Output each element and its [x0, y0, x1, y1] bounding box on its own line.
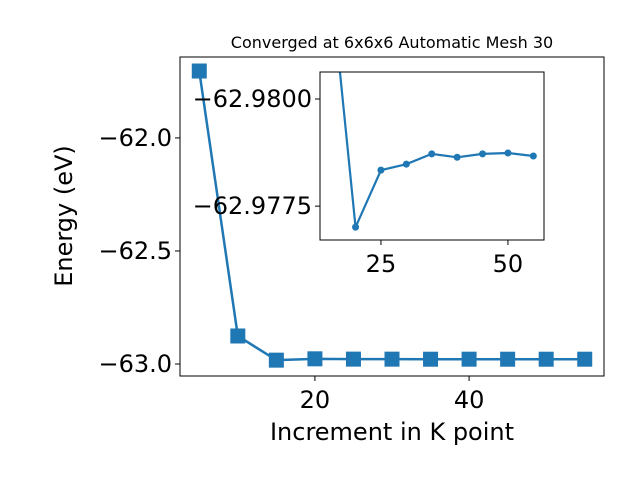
- plot-area: [338, 72, 537, 232]
- data-point: [538, 351, 554, 367]
- axes-frame: [179, 56, 605, 377]
- data-point: [307, 351, 323, 367]
- data-point: [191, 63, 207, 79]
- x-tick-label: 20: [300, 386, 331, 414]
- data-point: [529, 152, 537, 160]
- data-point: [479, 150, 487, 158]
- data-point: [577, 351, 593, 367]
- y-tick-label: −62.5: [98, 237, 172, 265]
- data-point: [453, 153, 461, 161]
- data-point: [402, 160, 410, 168]
- data-point: [500, 351, 516, 367]
- data-point: [504, 149, 512, 157]
- data-point: [345, 351, 361, 367]
- data-point: [352, 223, 360, 231]
- y-tick-label: −62.9800: [193, 85, 312, 113]
- data-point: [428, 150, 436, 158]
- x-tick-label: 40: [454, 386, 485, 414]
- data-point: [377, 166, 385, 174]
- plot-area: [191, 63, 593, 368]
- data-point: [461, 351, 477, 367]
- data-point: [268, 352, 284, 368]
- x-tick-label: 25: [366, 250, 397, 278]
- y-tick-label: −62.0: [98, 124, 172, 152]
- data-point: [230, 328, 246, 344]
- y-axis-label: Energy (eV): [50, 145, 78, 287]
- axes-frame: [319, 71, 545, 241]
- data-point: [384, 351, 400, 367]
- chart-title: Converged at 6x6x6 Automatic Mesh 30: [231, 33, 553, 52]
- x-axis-label: Increment in K point: [270, 418, 514, 446]
- y-tick-label: −63.0: [98, 350, 172, 378]
- data-point: [423, 351, 439, 367]
- y-tick-label: −62.9775: [193, 192, 312, 220]
- x-tick-label: 50: [493, 250, 524, 278]
